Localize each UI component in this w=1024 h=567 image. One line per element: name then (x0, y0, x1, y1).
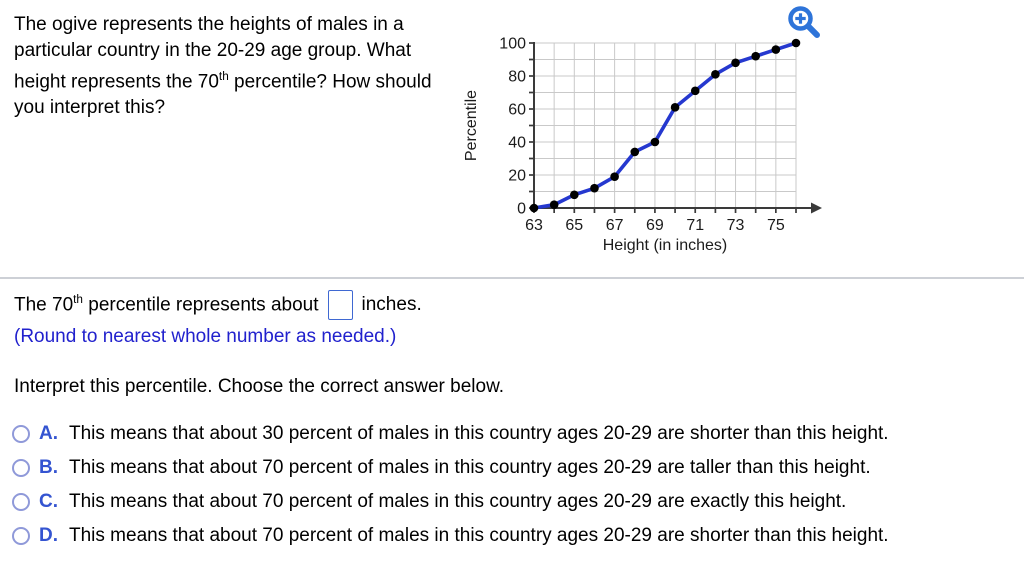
data-point (650, 137, 660, 147)
option-letter-a: A. (39, 423, 58, 444)
zoom-in-icon[interactable] (786, 4, 826, 44)
radio-button-b[interactable] (12, 459, 30, 477)
option-text-a: This means that about 30 percent of male… (69, 423, 889, 444)
y-tick-label: 60 (508, 102, 526, 119)
x-tick-label: 71 (686, 217, 704, 234)
question-text-part: The ogive represents the heights of male… (14, 14, 412, 93)
data-point (670, 103, 680, 112)
data-point (731, 58, 740, 68)
x-tick-label: 63 (525, 217, 543, 234)
x-axis-label: Height (in inches) (603, 237, 728, 254)
x-tick-label: 67 (606, 217, 624, 234)
data-point (610, 172, 619, 181)
section-divider (0, 277, 1024, 279)
x-tick-label: 69 (646, 217, 664, 234)
question-text-part: percentile? How should you interpret thi… (14, 71, 432, 119)
data-point (751, 51, 760, 61)
data-point (630, 147, 640, 157)
y-tick-label: 40 (508, 135, 526, 152)
interpret-prompt: Interpret this percentile. Choose the co… (14, 376, 505, 397)
data-point (771, 45, 781, 54)
y-tick-label: 20 (508, 168, 526, 185)
option-letter-d: D. (39, 525, 58, 546)
options-list: A. This means that about 30 percent of m… (12, 423, 1012, 560)
answer-input[interactable] (327, 290, 353, 320)
option-letter-c: C. (39, 491, 58, 512)
answer-text-before: The 70th percentile represents about (14, 293, 319, 316)
x-axis-arrow-icon (811, 202, 822, 214)
radio-button-a[interactable] (12, 425, 30, 443)
data-point (529, 203, 539, 213)
answer-text-part: percentile represents about (82, 294, 319, 316)
option-text-b: This means that about 70 percent of male… (69, 457, 871, 478)
ogive-chart-svg: 63 65 67 69 71 73 75 0 20 40 60 80 100 Height (in inc… (463, 36, 822, 254)
option-c[interactable]: C. This means that about 70 percent of m… (12, 491, 1012, 512)
answer-text-after: inches. (361, 294, 422, 315)
radio-button-d[interactable] (12, 527, 30, 545)
question-text: The ogive represents the heights of male… (14, 12, 466, 121)
x-tick-label: 73 (727, 217, 745, 234)
data-point (711, 70, 720, 79)
option-letter-b: B. (39, 457, 58, 478)
data-point (549, 200, 559, 209)
data-point (590, 183, 599, 193)
magnifier-handle (805, 23, 820, 38)
option-text-d: This means that about 70 percent of male… (69, 525, 889, 546)
option-text-c: This means that about 70 percent of male… (69, 491, 847, 512)
rounding-instruction: (Round to nearest whole number as needed… (14, 326, 397, 347)
y-tick-label: 80 (508, 69, 526, 86)
answer-text-part: The 70 (14, 294, 74, 316)
option-d[interactable]: D. This means that about 70 percent of m… (12, 525, 1012, 546)
data-point (690, 86, 700, 96)
option-a[interactable]: A. This means that about 30 percent of m… (12, 423, 1012, 444)
ogive-chart: 63 65 67 69 71 73 75 0 20 40 60 80 100 Height (in inc… (460, 0, 840, 264)
ordinal-superscript: th (218, 70, 229, 83)
x-tick-label: 75 (767, 217, 785, 234)
x-tick-label: 65 (565, 217, 583, 234)
y-axis-label: Percentile (463, 90, 480, 161)
option-b[interactable]: B. This means that about 70 percent of m… (12, 457, 1012, 478)
y-tick-label: 0 (517, 201, 526, 218)
radio-button-c[interactable] (12, 493, 30, 511)
data-point (791, 38, 801, 48)
y-tick-label: 100 (499, 36, 526, 53)
ordinal-superscript: th (73, 293, 83, 307)
data-point (570, 190, 579, 200)
answer-statement: The 70th percentile represents about inc… (14, 289, 422, 321)
